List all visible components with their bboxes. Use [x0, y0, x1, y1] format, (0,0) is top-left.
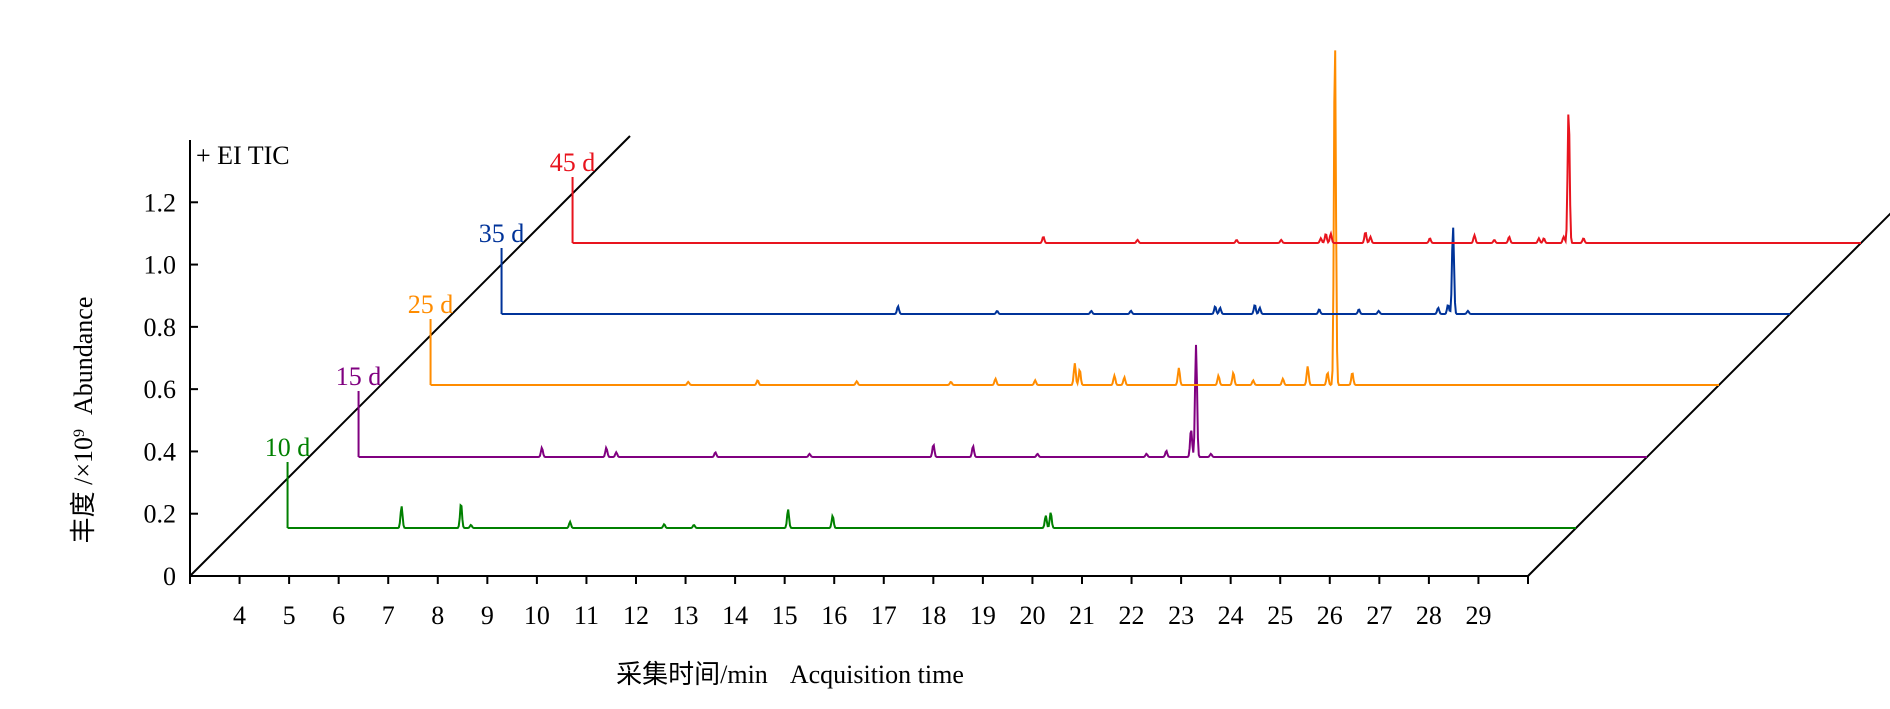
series-label: 45 d	[550, 148, 596, 177]
series-group: 35 d	[479, 219, 1790, 316]
x-tick-label: 20	[1019, 601, 1045, 630]
y-axis-label-exponent: 9	[71, 429, 88, 437]
y-axis-label-en: Abundance	[69, 297, 98, 415]
x-axis-label-en: Acquisition time	[790, 660, 964, 689]
series-layer: 10 d 15 d 25 d 35 d 45 d	[265, 50, 1861, 529]
x-tick-label: 16	[821, 601, 847, 630]
x-tick-label: 24	[1218, 601, 1244, 630]
y-tick-label: 1.2	[144, 188, 177, 217]
x-tick-label: 26	[1317, 601, 1343, 630]
y-tick-label: 0.4	[144, 437, 177, 466]
y-tick-label: 0.6	[144, 375, 177, 404]
series-label: 10 d	[265, 433, 311, 462]
x-tick-label: 7	[382, 601, 395, 630]
y-tick-label: 0	[163, 562, 176, 591]
series-label: 15 d	[336, 362, 382, 391]
x-tick-label: 25	[1267, 601, 1293, 630]
series-line	[358, 344, 1647, 458]
x-axis-label: 采集时间/min Acquisition time	[616, 660, 964, 689]
x-tick-label: 11	[574, 601, 599, 630]
x-tick-label: 5	[283, 601, 296, 630]
depth-axis-left	[189, 135, 631, 577]
series-line	[501, 227, 1790, 316]
y-axis-label: 丰度 /×109 Abundance	[69, 297, 98, 544]
x-tick-label: 9	[481, 601, 494, 630]
x-tick-label: 19	[970, 601, 996, 630]
x-tick-label: 28	[1416, 601, 1442, 630]
y-tick-label: 0.8	[144, 313, 177, 342]
x-tick-label: 10	[524, 601, 550, 630]
x-tick-label: 17	[871, 601, 897, 630]
x-tick-label: 18	[920, 601, 946, 630]
x-tick-label: 15	[772, 601, 798, 630]
x-tick-label: 23	[1168, 601, 1194, 630]
y-axis-label-cn: 丰度 /×10	[69, 437, 98, 543]
x-tick-label: 14	[722, 601, 748, 630]
y-tick-label: 1.0	[144, 251, 177, 280]
x-tick-label: 12	[623, 601, 649, 630]
series-line	[287, 503, 1576, 529]
series-label: 35 d	[479, 219, 525, 248]
series-line	[572, 114, 1861, 245]
x-axis-label-cn: 采集时间/min	[616, 660, 768, 689]
series-label: 25 d	[408, 290, 454, 319]
ei-tic-annotation: + EI TIC	[196, 141, 290, 170]
x-tick-label: 29	[1465, 601, 1491, 630]
x-tick-label: 27	[1366, 601, 1392, 630]
depth-axis-right	[1527, 212, 1890, 577]
x-tick-label: 22	[1119, 601, 1145, 630]
x-tick-label: 4	[233, 601, 246, 630]
x-tick-label: 21	[1069, 601, 1095, 630]
series-group: 45 d	[550, 114, 1861, 245]
axes: 0 0.2 0.4 0.6 0.8 1.0 1.2 4 5 6 7 8 9 10 11 12 13 14 15 16 1…	[144, 135, 1890, 630]
x-tick-label: 13	[673, 601, 699, 630]
y-tick-label: 0.2	[144, 500, 177, 529]
series-group: 15 d	[336, 344, 1647, 458]
series-group: 10 d	[265, 433, 1576, 529]
series-line	[430, 50, 1719, 387]
x-tick-label: 8	[431, 601, 444, 630]
series-group: 25 d	[408, 50, 1719, 387]
x-tick-label: 6	[332, 601, 345, 630]
